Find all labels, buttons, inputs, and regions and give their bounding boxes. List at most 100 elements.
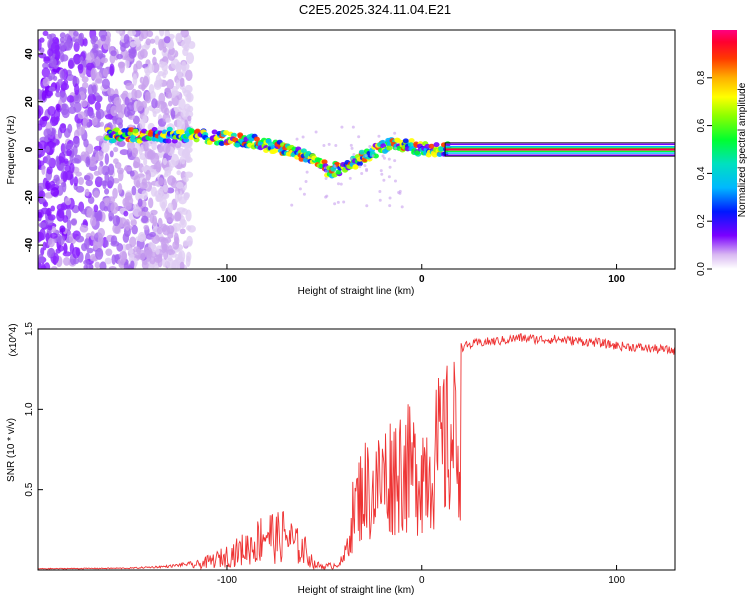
snr-plot-area [38,329,675,570]
snr-chart: -100 0 100 0.5 1.0 1.5 Height of straight lin… [6,322,676,596]
noise-blob [166,225,175,235]
noise-blob [43,128,52,138]
noise-blob [172,222,182,232]
noise-blob [59,52,65,63]
scatter-dot [398,191,402,195]
noise-blob [65,143,73,150]
colorbar-gradient [712,30,737,269]
scatter-dot [387,157,391,161]
scatter-dot [387,175,391,179]
noise-blob [38,123,43,131]
noise-blob [48,248,55,258]
tone-band-outline [444,142,675,157]
noise-blob [113,158,119,165]
ridge-blob [132,128,139,134]
noise-blob [137,211,145,217]
noise-blob [93,204,99,213]
scatter-dot [393,131,397,135]
noise-blob [179,261,185,269]
noise-blob [60,69,65,81]
noise-blob [119,149,129,156]
noise-blob [156,226,163,235]
ridge-blob [414,150,421,156]
noise-blob [95,210,102,221]
ridge-blob [141,128,148,134]
noise-blob [95,135,105,142]
noise-blob [131,185,137,196]
noise-blob [167,100,173,107]
spectrogram-axes: -100 0 100 -40 -20 0 20 40 [24,48,625,285]
noise-blob [152,215,158,227]
noise-blob [158,38,164,51]
noise-blob [73,30,79,37]
ridge-blob [352,164,359,170]
ridge-blob [356,161,363,167]
noise-blob [59,123,67,134]
noise-blob [75,235,85,243]
noise-blob [41,164,46,176]
noise-blob [179,228,186,235]
noise-blob [173,232,179,243]
noise-blob [119,61,125,74]
noise-blob [45,180,51,190]
noise-blob [147,263,154,269]
noise-blob [175,79,180,90]
noise-blob [160,101,168,114]
noise-blob [123,34,130,44]
noise-blob [114,226,121,234]
noise-blob [142,75,149,88]
noise-blob [97,227,106,238]
noise-blob [142,115,148,123]
noise-blob [88,161,97,168]
noise-blob [109,53,116,64]
noise-blob [73,154,82,164]
noise-blob [79,224,89,233]
noise-blob [174,190,180,203]
noise-blob [86,207,94,219]
noise-blob [60,181,67,188]
noise-blob [115,117,123,126]
noise-blob [75,185,85,193]
noise-blob [123,261,129,269]
noise-blob [151,47,157,56]
noise-blob [39,160,45,166]
scatter-dot [333,164,337,168]
ridge-blob [194,128,201,134]
noise-blob [48,72,56,80]
noise-blob [181,61,187,72]
noise-blob [83,138,89,148]
noise-blob [162,237,172,244]
noise-blob [47,237,55,248]
noise-blob [143,224,150,231]
noise-blob [116,140,126,148]
noise-blob [173,106,183,112]
noise-blob [74,83,80,96]
noise-blob [81,76,89,83]
noise-blob [70,218,77,226]
noise-blob [179,77,185,88]
ridge-blob [253,136,260,142]
noise-blob [59,91,68,103]
noise-blob [104,153,110,165]
scatter-dot [358,165,362,169]
noise-blob [157,177,165,186]
noise-blob [127,92,133,99]
noise-blob [187,115,192,122]
noise-blob [131,147,139,158]
noise-blob [147,63,155,74]
noise-blob [41,67,51,78]
noise-blob [118,169,124,182]
snr-marks [38,333,675,570]
ridge-blob [386,145,393,151]
noise-blob [145,38,151,46]
noise-blob [73,53,82,65]
ridge-blob [331,172,338,178]
noise-blob [86,247,94,254]
noise-blob [99,261,107,269]
scatter-dot [377,134,381,138]
noise-blob [43,56,51,64]
scatter-dot [340,125,344,129]
noise-blob [64,197,72,206]
noise-blob [68,106,77,114]
noise-blob [64,39,73,51]
